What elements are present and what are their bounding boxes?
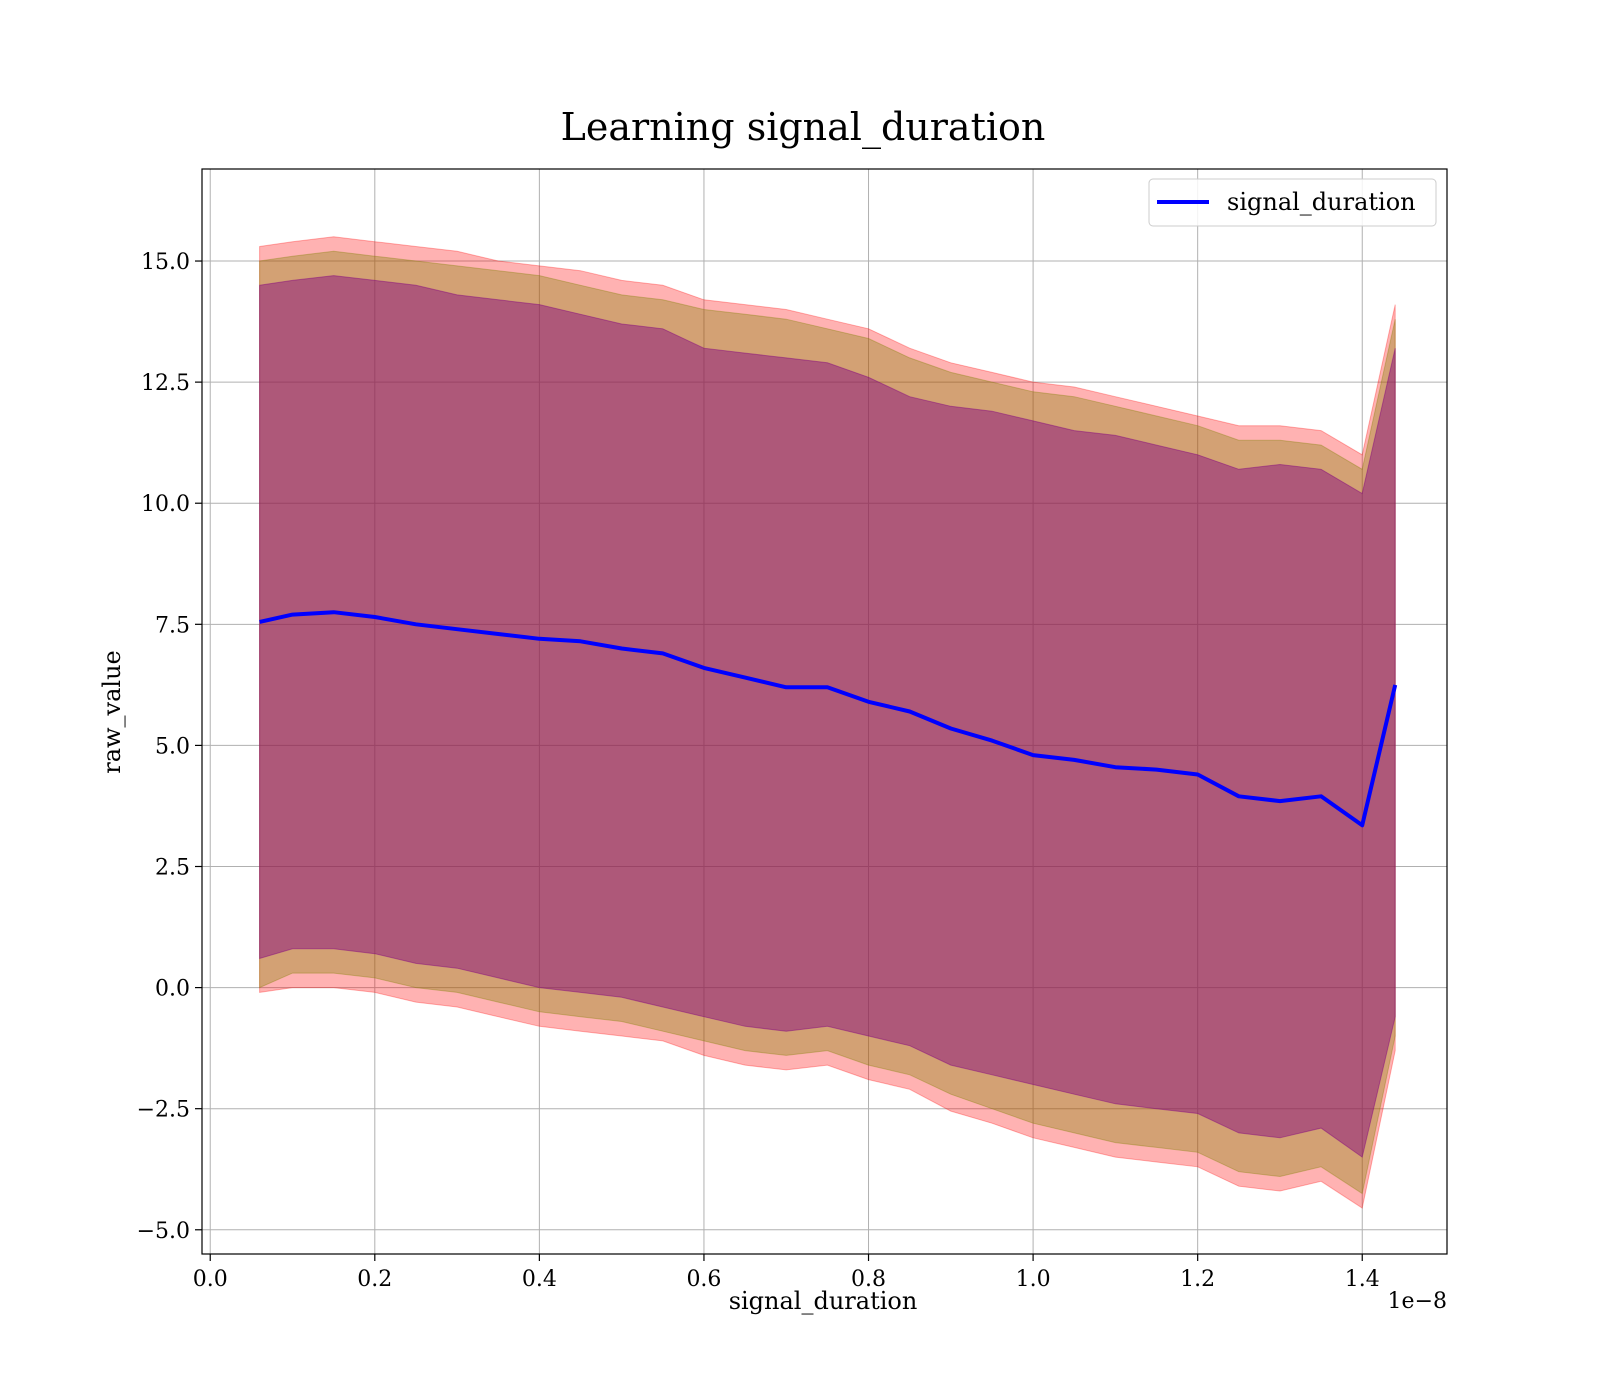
- x-tick-label: 0.2: [357, 1267, 392, 1292]
- y-tick-label: 15.0: [141, 250, 190, 275]
- y-axis-label: raw_value: [98, 650, 126, 774]
- series-lines: [259, 610, 1398, 828]
- confidence-band: [259, 236, 1396, 1209]
- series-line: [259, 610, 1398, 828]
- grid: [202, 169, 1447, 1254]
- legend-box: [1148, 178, 1437, 227]
- x-tick-label: 0.8: [851, 1267, 886, 1292]
- x-axis-offset-label: 1e−8: [1388, 1289, 1447, 1314]
- y-tick-label: −2.5: [137, 1098, 190, 1123]
- confidence-bands: [259, 236, 1396, 1209]
- x-tick-label: 0.0: [193, 1267, 228, 1292]
- y-tick-label: 10.0: [141, 492, 190, 517]
- confidence-band: [259, 275, 1396, 1158]
- x-tick-label: 1.4: [1345, 1267, 1380, 1292]
- x-tick-label: 1.0: [1016, 1267, 1051, 1292]
- y-tick-label: 2.5: [155, 856, 190, 881]
- x-tick-label: 1.2: [1180, 1267, 1215, 1292]
- x-tick-label: 0.4: [522, 1267, 557, 1292]
- x-tick-label: 0.6: [686, 1267, 721, 1292]
- y-tick-label: 12.5: [141, 371, 190, 396]
- plot-frame: [201, 168, 1448, 1255]
- confidence-band: [259, 250, 1396, 1195]
- chart-title: Learning signal_duration: [561, 105, 1046, 150]
- y-tick-label: 5.0: [155, 734, 190, 759]
- y-tick-label: 7.5: [155, 613, 190, 638]
- y-tick-label: −5.0: [137, 1219, 190, 1244]
- y-axis-ticks: −5.0 −2.5 0.0 2.5 5.0 7.5 10.0 12.5 15.0: [137, 250, 202, 1244]
- legend-label: signal_duration: [1227, 188, 1416, 216]
- x-axis-label: signal_duration: [729, 1287, 918, 1315]
- y-tick-label: 0.0: [155, 977, 190, 1002]
- legend: signal_duration: [1148, 178, 1437, 227]
- x-axis-ticks: 0.0 0.2 0.4 0.6 0.8 1.0 1.2 1.4: [193, 1254, 1380, 1292]
